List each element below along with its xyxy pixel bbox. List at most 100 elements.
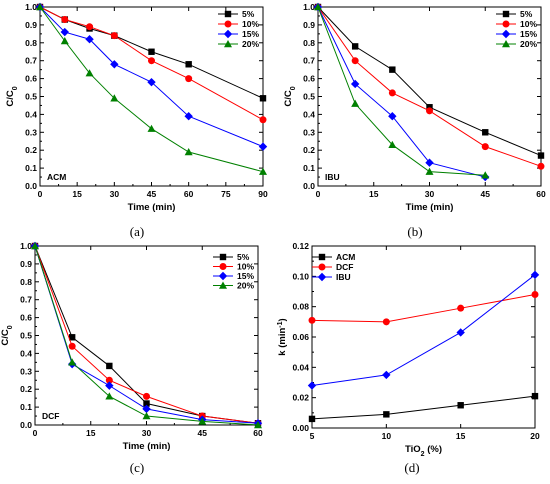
y-tick-label: 0.5 xyxy=(25,92,37,102)
data-point xyxy=(110,32,118,40)
x-tick-label: 0 xyxy=(316,189,321,199)
x-tick-label: 90 xyxy=(258,189,268,199)
data-point xyxy=(383,411,390,418)
x-axis-label: Time (min) xyxy=(123,441,171,452)
series-15pct xyxy=(35,2,268,151)
data-point xyxy=(537,152,545,159)
x-tick-label: 30 xyxy=(142,428,152,438)
data-point xyxy=(482,129,489,136)
series-5pct xyxy=(314,3,545,159)
data-point xyxy=(85,35,94,44)
x-tick-label: 45 xyxy=(198,428,208,438)
y-axis-label: C/C0 xyxy=(283,86,297,106)
y-tick-label: 0.8 xyxy=(303,38,315,48)
data-point xyxy=(105,376,113,384)
legend-entry: 20% xyxy=(213,281,254,291)
legend-marker xyxy=(502,10,510,18)
legend-entry: 10% xyxy=(218,19,259,29)
legend-entry: 10% xyxy=(213,262,254,272)
data-point xyxy=(148,48,155,55)
y-tick-label: 0.6 xyxy=(20,313,32,323)
data-point xyxy=(481,143,489,151)
series-10pct xyxy=(36,3,267,124)
legend-marker xyxy=(224,40,232,48)
y-tick-label: 0.0 xyxy=(20,420,32,430)
x-tick-label: 30 xyxy=(425,189,435,199)
data-point xyxy=(258,142,268,151)
subscript: 0 xyxy=(290,86,297,90)
x-tick-label: 45 xyxy=(147,189,157,199)
x-axis-label: Time (min) xyxy=(128,202,176,213)
legend-entry: 20% xyxy=(496,39,537,49)
x-tick-label: 5 xyxy=(310,431,315,441)
data-point xyxy=(382,370,391,380)
data-point xyxy=(481,171,490,179)
x-axis-label-rest: (%) xyxy=(425,444,442,455)
series-10pct xyxy=(31,242,262,427)
panel-caption: (b) xyxy=(407,224,422,239)
legend-marker xyxy=(224,20,232,28)
data-point xyxy=(106,362,113,370)
x-tick-label: 0 xyxy=(38,189,43,199)
x-tick-label: 45 xyxy=(481,189,491,199)
data-point xyxy=(388,89,396,97)
x-axis-label: Time (min) xyxy=(406,202,454,213)
series-line xyxy=(34,245,259,424)
legend-label: 5% xyxy=(520,9,533,19)
x-tick-label: 15 xyxy=(456,431,466,441)
y-tick-label: 0.5 xyxy=(20,331,32,341)
data-point xyxy=(68,334,76,341)
y-tick-label: 0.0 xyxy=(303,181,315,191)
y-axis-label-rest: ) xyxy=(277,318,288,321)
data-point xyxy=(537,162,545,170)
legend-marker xyxy=(502,40,510,48)
data-point xyxy=(148,57,155,65)
x-tick-label: 30 xyxy=(110,189,120,199)
data-point xyxy=(425,158,434,167)
panel-annotation: ACM xyxy=(47,172,66,182)
x-tick-label: 15 xyxy=(72,189,82,199)
data-point xyxy=(531,291,539,299)
x-tick-label: 15 xyxy=(86,428,96,438)
data-point xyxy=(185,75,193,83)
data-point xyxy=(110,60,119,69)
legend-label: 10% xyxy=(242,19,259,29)
y-axis-label: C/C0 xyxy=(5,86,19,106)
y-tick-label: 0.8 xyxy=(25,38,37,48)
legend-label: 5% xyxy=(237,252,250,262)
y-tick-label: 0.7 xyxy=(303,56,315,66)
data-point xyxy=(530,270,540,280)
data-point xyxy=(60,37,69,45)
data-point xyxy=(314,3,322,11)
series-dcf xyxy=(308,291,539,326)
y-tick-label: 1.0 xyxy=(20,241,32,251)
y-tick-label: 0.08 xyxy=(292,302,309,312)
data-point xyxy=(351,43,359,50)
data-point xyxy=(61,16,69,24)
data-point xyxy=(388,111,397,121)
data-point xyxy=(185,61,192,68)
panel-caption: (a) xyxy=(130,224,144,239)
legend-entry: IBU xyxy=(312,272,351,282)
y-tick-label: 0.3 xyxy=(303,127,315,137)
data-point xyxy=(425,167,434,175)
y-axis-label: C/C0 xyxy=(0,325,14,345)
data-point xyxy=(350,79,360,89)
y-tick-label: 0.6 xyxy=(25,74,37,84)
chart-panel-1: 0 15 30 45 60 75 90 0.0 0.1 0.2 0.3 0.4 0.5 0.6 0.7 0.8… xyxy=(5,2,268,239)
legend-marker xyxy=(317,272,327,282)
legend-entry: ACM xyxy=(312,252,355,262)
y-tick-label: 0.4 xyxy=(303,109,315,119)
data-point xyxy=(351,57,359,65)
data-point xyxy=(254,421,262,429)
data-point xyxy=(456,328,465,337)
series-line xyxy=(311,294,536,323)
legend-entry: 5% xyxy=(496,9,533,19)
data-point xyxy=(198,417,207,425)
y-tick-label: 0.7 xyxy=(25,56,37,66)
chart-panel-3: 0 15 30 45 60 0.0 0.1 0.2 0.3 0.4 0.5 0.6 0.7 0.8 0.9 1… xyxy=(0,241,263,475)
legend-label: 20% xyxy=(520,39,537,49)
data-point xyxy=(184,111,193,121)
series-line xyxy=(317,6,542,167)
legend-entry: DCF xyxy=(312,262,353,272)
